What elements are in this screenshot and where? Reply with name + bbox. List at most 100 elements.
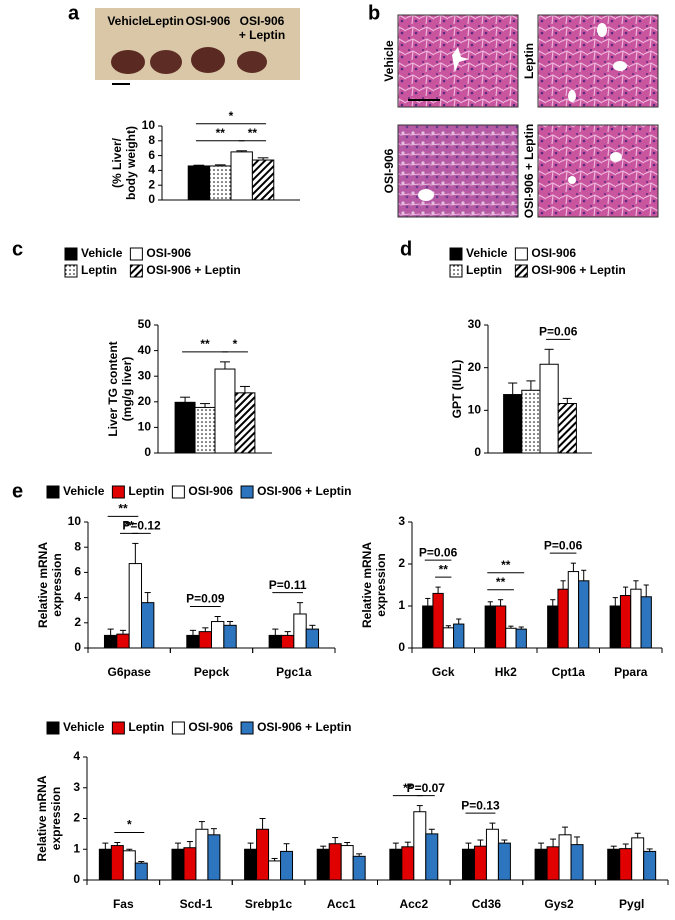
x-tick-label: Gck — [432, 665, 455, 679]
y-tick-label: 1 — [398, 598, 405, 612]
bar — [352, 855, 366, 881]
bar — [413, 811, 427, 881]
bar — [122, 850, 136, 881]
x-tick-label: Pgc1a — [276, 665, 312, 679]
x-tick-label: Gys2 — [544, 897, 574, 911]
bar — [340, 845, 354, 881]
y-tick-label: 2 — [398, 556, 405, 570]
bar — [268, 634, 282, 649]
legend-label: Vehicle — [63, 484, 105, 498]
panel-label: e — [12, 480, 23, 502]
bar — [230, 151, 253, 201]
bar — [546, 846, 560, 881]
bar — [401, 846, 415, 881]
bar — [183, 847, 197, 881]
bar — [305, 628, 320, 649]
bar — [211, 621, 225, 649]
bar — [251, 159, 275, 201]
bar — [534, 848, 548, 881]
y-tick-label: 0 — [398, 640, 405, 654]
bar — [389, 848, 403, 881]
y-tick-label: 4 — [73, 749, 80, 763]
y-tick-label: 40 — [138, 343, 152, 357]
y-tick-label: 4 — [74, 590, 81, 604]
bar — [98, 848, 112, 881]
bar — [195, 828, 209, 881]
photo-label: Leptin — [148, 14, 184, 28]
legend-label: OSI-906 + Leptin — [531, 263, 625, 277]
bar — [453, 623, 465, 649]
bar — [619, 595, 632, 649]
legend-label: OSI-906 — [531, 246, 576, 260]
significance-label: ** — [216, 126, 226, 140]
y-tick-label: 1 — [73, 841, 80, 855]
significance-label: P=0.06 — [544, 538, 583, 552]
y-tick-label: 2 — [148, 177, 155, 191]
bar — [328, 843, 342, 881]
x-tick-label: Ppara — [614, 665, 648, 679]
legend-swatch — [514, 247, 528, 261]
significance-label: P=0.12 — [122, 519, 161, 533]
y-tick-label: 20 — [138, 394, 152, 408]
bar — [567, 571, 580, 649]
bar — [174, 401, 196, 454]
bar — [557, 588, 569, 649]
x-tick-label: Pygl — [619, 897, 644, 911]
significance-label: ** — [501, 558, 511, 572]
panel-label: a — [68, 2, 80, 24]
bar — [442, 627, 455, 649]
significance-label: ** — [118, 502, 128, 516]
x-tick-label: Cpt1a — [552, 665, 586, 679]
y-tick-label: 2 — [74, 615, 81, 629]
y-axis-label: Relative mRNA — [360, 542, 374, 628]
photo-label: OSI-906 — [240, 14, 285, 28]
legend-swatch — [240, 721, 254, 735]
histology-label: OSI-906 — [382, 148, 396, 193]
legend-label: OSI-906 — [188, 720, 233, 734]
legend-label: OSI-906 — [146, 246, 191, 260]
panel-label: c — [12, 238, 23, 260]
bar — [547, 605, 559, 649]
y-tick-label: 10 — [68, 514, 82, 528]
y-tick-label: 10 — [138, 420, 152, 434]
bar — [643, 850, 657, 881]
panel-label: d — [400, 238, 412, 260]
significance-label: * — [229, 109, 234, 123]
bar — [570, 844, 584, 881]
legend-swatch — [111, 721, 125, 735]
bar — [619, 848, 633, 881]
bar — [503, 394, 523, 454]
significance-label: P=0.06 — [419, 545, 458, 559]
y-tick-label: 3 — [398, 514, 405, 528]
bar — [422, 605, 434, 649]
significance-label: * — [127, 818, 132, 832]
histology-label: Vehicle — [382, 40, 396, 82]
bar — [194, 406, 216, 454]
liver-photo — [95, 8, 300, 85]
bar — [484, 605, 496, 649]
x-tick-label: Pepck — [194, 665, 230, 679]
y-axis-label: body weight) — [124, 126, 138, 200]
legend-swatch — [111, 485, 125, 499]
bar — [116, 633, 130, 649]
y-tick-label: 6 — [74, 565, 81, 579]
bar — [609, 605, 621, 649]
bar — [209, 165, 232, 201]
photo-label: Vehicle — [107, 14, 149, 28]
bar — [134, 862, 148, 881]
legend-swatch — [449, 264, 463, 278]
legend-label: Leptin — [128, 484, 164, 498]
legend-swatch — [46, 485, 60, 499]
significance-label: ** — [439, 562, 449, 576]
bar — [578, 580, 590, 649]
legend-label: OSI-906 + Leptin — [257, 484, 351, 498]
y-tick-label: 8 — [74, 539, 81, 553]
legend-swatch — [129, 247, 143, 261]
x-tick-label: Cd36 — [472, 897, 502, 911]
photo-label: + Leptin — [239, 28, 285, 42]
bar — [244, 848, 258, 881]
bar — [280, 634, 295, 649]
significance-label: ** — [496, 575, 506, 589]
x-tick-label: Srebp1c — [245, 897, 293, 911]
bar — [186, 634, 200, 649]
